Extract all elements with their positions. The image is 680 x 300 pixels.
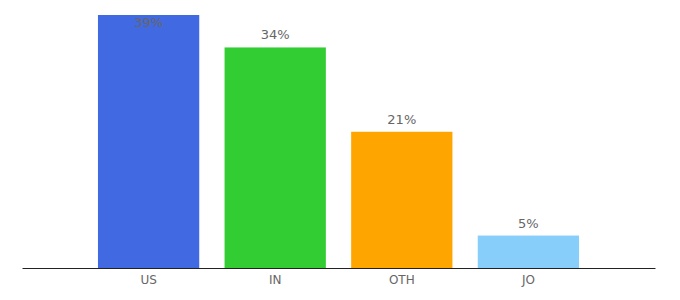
bar [478, 236, 579, 268]
bars [98, 15, 579, 268]
tick: US [140, 268, 156, 287]
tick-label: JO [521, 273, 535, 287]
tick-label: US [140, 273, 156, 287]
x-axis: US IN OTH JO [23, 268, 656, 287]
tick-label: OTH [389, 273, 415, 287]
data-label: 39% [134, 15, 163, 30]
tick: OTH [389, 268, 415, 287]
chart: 39% 34% 21% 5% US IN OTH JO [0, 0, 680, 300]
tick-label: IN [269, 273, 282, 287]
bar [98, 15, 199, 268]
tick: JO [521, 268, 535, 287]
data-label: 5% [518, 216, 539, 231]
bar [351, 132, 452, 268]
tick: IN [269, 268, 282, 287]
data-label: 34% [261, 27, 290, 42]
data-labels: 39% 34% 21% 5% [134, 15, 539, 231]
axis-line [23, 268, 656, 269]
data-label: 21% [387, 112, 416, 127]
bar [225, 47, 326, 268]
